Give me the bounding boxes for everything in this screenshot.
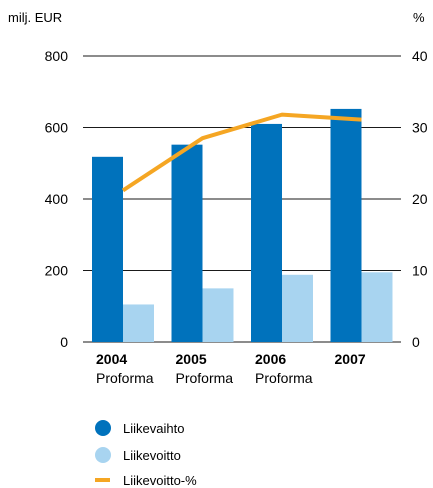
legend-swatch [95, 420, 111, 436]
category-year-label: 2005 [176, 351, 207, 367]
bar-liikevoitto [282, 274, 313, 342]
right-axis-unit: % [413, 10, 425, 25]
legend-label: Liikevaihto [123, 421, 184, 436]
right-axis-ticks: 0 10 20 30 40 [412, 48, 428, 350]
bar-liikevoitto [123, 304, 154, 342]
left-tick-label: 200 [45, 263, 69, 279]
bar-liikevaihto [330, 108, 362, 342]
left-axis-ticks: 0 200 400 600 800 [45, 48, 69, 350]
bar-liikevaihto [92, 156, 123, 342]
bar-liikevaihto [171, 144, 203, 342]
bar-liikevoitto [202, 288, 234, 342]
category-labels: 2004 Proforma 2005 Proforma 2006 Proforma 2007 [96, 351, 366, 386]
bar-liikevoitto [361, 272, 393, 342]
legend: Liikevaihto Liikevoitto Liikevoitto-% [95, 420, 197, 488]
left-axis-unit: milj. EUR [8, 10, 62, 25]
right-tick-label: 40 [412, 48, 428, 64]
category-year-label: 2006 [255, 351, 286, 367]
category-year-label: 2004 [96, 351, 127, 367]
bars [92, 108, 393, 342]
percent-line [121, 112, 362, 193]
legend-swatch [95, 447, 111, 463]
category-sub-label: Proforma [96, 370, 154, 386]
right-tick-label: 0 [412, 334, 420, 350]
bar-liikevaihto [251, 123, 282, 342]
left-tick-label: 800 [45, 48, 69, 64]
category-year-label: 2007 [335, 351, 366, 367]
right-tick-label: 20 [412, 191, 428, 207]
left-tick-label: 600 [45, 120, 69, 136]
left-tick-label: 0 [60, 334, 68, 350]
right-tick-label: 10 [412, 263, 428, 279]
category-sub-label: Proforma [255, 370, 313, 386]
left-tick-label: 400 [45, 191, 69, 207]
line-series [121, 112, 362, 193]
legend-label: Liikevoitto [123, 448, 181, 463]
right-tick-label: 30 [412, 120, 428, 136]
category-sub-label: Proforma [176, 370, 234, 386]
legend-label: Liikevoitto-% [123, 473, 197, 488]
legend-swatch [95, 478, 110, 482]
